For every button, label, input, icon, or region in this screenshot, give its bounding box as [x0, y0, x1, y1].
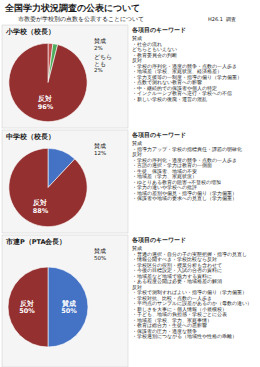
notes-line: ・平均点のサンプルに誤差があるのか（母数の違い）	[132, 300, 252, 306]
notes-line: 賛成	[132, 35, 142, 41]
date: H26.1 調査	[208, 16, 236, 22]
data-label: 2%	[94, 67, 103, 73]
annotation: 50%	[94, 255, 106, 261]
pie-slice	[9, 148, 87, 226]
notes-line: ・学校対抗、比較・点数の一人歩き	[132, 295, 212, 301]
notes-line: ・中・継続的での保護者や個人の特定	[132, 85, 217, 91]
data-label: 96%	[38, 103, 54, 111]
data-label-line: 96%	[38, 103, 54, 111]
notes-line: 反対	[132, 57, 142, 63]
notes-line: ・言語の選択・学力は教育の一側面	[132, 162, 212, 168]
notes-title-line: 各項目のキーワード	[131, 27, 186, 34]
chart-title-line: 中学校（校長）	[6, 133, 55, 141]
notes-line: ・ゆとりある教育の阻害→不登校の増加	[132, 179, 221, 185]
notes-title-line: 各項目のキーワード	[131, 132, 186, 139]
subtitle-line: 市教委が学校別の点数を公表することについて	[18, 15, 144, 23]
notes-line: ・教育委員会の判断	[132, 52, 177, 58]
notes-line: ・地域差（学校、学力、家庭事情）	[132, 317, 212, 323]
pie	[9, 43, 87, 121]
chart-title-line: 市連P（PTA会長）	[5, 237, 67, 246]
slice-category-line: とも	[94, 61, 106, 67]
notes-line: ・地域差など地域で協力する資料に	[132, 273, 212, 279]
data-label-line: 50%	[19, 307, 35, 315]
data-label: 12%	[94, 150, 106, 156]
notes-line: ・インクルーシブ教育へ逆行・学校への不信	[132, 90, 232, 96]
slice-category: どちらとも	[94, 54, 112, 67]
notes-line: ・社会の流れ	[132, 41, 162, 47]
pie-slice	[48, 267, 88, 347]
notes: 賛成・社会の流れどちらともいえない・教育委員会の判断反対・学校の序列化・過度の競…	[132, 35, 242, 102]
notes-line: ・地域差（学校、家庭状況、経済格差）	[132, 68, 222, 74]
notes-line: ・地域差（学力、家庭状況）	[132, 173, 197, 179]
annotation-line: 50%	[94, 255, 106, 261]
notes-line: ・保護者の圧力・過度な競争	[132, 328, 197, 334]
notes: 賛成・普通の選択・自分の子の実態把握・指導の見直し・情報公開すべき・学校比較なら…	[132, 245, 252, 339]
notes-line: 反対	[132, 284, 142, 290]
notes-line: ・情報公開すべき・学校比較なら反対	[132, 256, 217, 262]
chart-root: 全国学力状況調査の公表について市教委が学校別の点数を公表することについて H26.…	[0, 0, 260, 367]
notes: 賛成・指導力アップ・学校の指標責任・課題の明確化反対・学校の序列化・過度の競争・…	[132, 140, 242, 201]
notes-title-line: 各項目のキーワード	[131, 237, 186, 244]
data-label-line: 50%	[61, 307, 77, 315]
notes-line: ・学力支援等の一制度・指導の偏り（学力偏重）	[132, 74, 242, 80]
notes-line: ・子ども、地域の負担感・学校ごとに公表	[132, 311, 227, 317]
title-line: 全国学力状況調査の公表について	[4, 3, 140, 13]
data-label-line: 12%	[94, 150, 106, 156]
chart-title-line: 小学校（校長）	[5, 28, 55, 36]
pie	[8, 267, 88, 347]
slice-category-line: どちら	[94, 54, 112, 60]
pie-panel	[2, 235, 128, 367]
notes-line: 反対	[132, 151, 142, 157]
chart-title: 中学校（校長）	[6, 133, 55, 141]
pie-panel	[2, 25, 128, 128]
notes-line: 賛成	[132, 245, 142, 251]
notes-line: ・学校で測制すればよい・指導の偏り（学力偏重）	[132, 289, 247, 295]
notes-line: ・教育は総合力・生徒への悪影響	[132, 322, 207, 328]
notes-line: ・指導力アップ・学校の指標責任・課題の明確化	[132, 146, 242, 152]
chart-row: 市連P（PTA会長）賛成50%反対50%賛成50%各項目のキーワード賛成・普通の…	[2, 235, 252, 367]
notes-title: 各項目のキーワード	[131, 237, 186, 244]
notes-line: ・保護者や地域の要求への見直し（学力偏重）	[132, 195, 237, 201]
chart-row: 小学校（校長）賛成2%どちらとも2%反対96%各項目のキーワード賛成・社会の流れ…	[2, 25, 242, 128]
notes-line: ・学校選別につながる（地域性や性格の乖離）	[132, 333, 237, 339]
pie-slice	[8, 267, 48, 347]
chart-title: 小学校（校長）	[5, 28, 55, 36]
data-label-line: 2%	[94, 45, 103, 51]
pie-panel	[2, 130, 128, 233]
notes-title: 各項目のキーワード	[131, 132, 186, 139]
date-line: H26.1 調査	[208, 16, 236, 22]
notes-line: ・生徒、保護者、地域の不安	[132, 168, 197, 174]
notes-line: ・学校の序列化・過度の競争・点数の一人歩き	[132, 63, 237, 69]
notes-title: 各項目のキーワード	[131, 27, 186, 34]
notes-line: ・新しさを大事に・個人情報（小規模校）	[132, 306, 227, 312]
title: 全国学力状況調査の公表について	[4, 3, 140, 13]
data-label-line: 2%	[94, 67, 103, 73]
pie	[9, 148, 87, 226]
data-label: 2%	[94, 45, 103, 51]
data-label: 88%	[33, 207, 49, 215]
chart-row: 中学校（校長） 賛成 12% 反対 88% 各項目のキーワード賛成・指導力アップ・学校の指…	[2, 130, 242, 233]
data-label-line: 88%	[33, 207, 49, 215]
notes-line: どちらともいえない	[132, 47, 177, 52]
notes-line: 賛成	[132, 140, 142, 146]
chart-title: 市連P（PTA会長）	[5, 237, 67, 246]
notes-line: ・学校区分の役割・授業分析も含わせて	[132, 262, 222, 268]
notes-line: ・今後の目標設定・入試の合否の資料に	[132, 267, 222, 273]
notes-line: ・新しい学校の復廃・運営の混乱	[132, 96, 207, 102]
notes-line: ・地域の差別や偏見・指導の偏り（学力偏重）	[132, 190, 237, 196]
notes-line: ・普通の選択・自分の子の実態把握・指導の見直し	[132, 251, 247, 257]
subtitle: 市教委が学校別の点数を公表することについて	[18, 15, 144, 23]
notes-line: ・学校の序列化・過度の競争・点数の一人歩き	[132, 157, 237, 163]
notes-line: ・点数で測れない教育への影響	[132, 79, 202, 85]
notes-line: ・ある程度公開は必要・地域格差の解消	[132, 278, 222, 284]
notes-line: ・学力の違いや学校への批評	[132, 184, 197, 190]
data-label: 50%	[61, 307, 77, 315]
data-label: 50%	[19, 307, 35, 315]
pie-slice	[9, 43, 87, 121]
